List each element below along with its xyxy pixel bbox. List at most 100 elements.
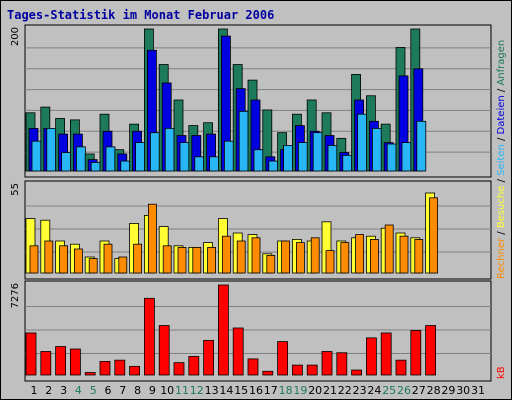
kb-bar [425, 325, 437, 376]
x-tick-label: 23 [353, 384, 367, 397]
kb-bar [25, 332, 37, 376]
kb-bar [70, 348, 81, 376]
kb-bar [351, 369, 363, 376]
x-tick-label: 19 [293, 384, 307, 397]
kb-bar [114, 359, 126, 376]
kb-bar [306, 364, 318, 376]
seiten-bar [90, 162, 101, 172]
seiten-bar [223, 140, 234, 172]
x-tick-label: 22 [338, 384, 352, 397]
panel-top-ymax-label: 200 [10, 27, 21, 46]
x-tick-label: 13 [205, 384, 219, 397]
x-tick-label: 12 [190, 384, 204, 397]
seiten-bar [194, 156, 205, 172]
kb-bar [380, 332, 392, 376]
kb-bar [129, 365, 141, 376]
rechner-bar [340, 242, 350, 274]
rechner-bar [207, 246, 217, 274]
x-tick-label: 20 [308, 384, 322, 397]
x-tick-label: 18 [279, 384, 293, 397]
seiten-bar [357, 113, 368, 172]
x-tick-label: 7 [119, 384, 126, 397]
rechner-bar [74, 248, 83, 274]
x-tick-label: 16 [249, 384, 263, 397]
x-tick-label: 29 [441, 384, 455, 397]
rechner-bar [399, 235, 409, 274]
rechner-bar [192, 246, 202, 274]
seiten-bar [401, 142, 412, 172]
x-tick-label: 24 [367, 384, 381, 397]
kb-bar [217, 284, 229, 376]
rechner-bar [29, 245, 39, 274]
rechner-bar [355, 234, 365, 274]
seiten-bar [105, 146, 116, 172]
kb-bar [232, 327, 244, 376]
seiten-bar [253, 149, 264, 172]
rechner-bar [221, 235, 231, 274]
kb-bar [143, 297, 155, 376]
panel-bottom-ymax-label: 7276 [10, 283, 21, 308]
rechner-bar [133, 243, 143, 274]
rechner-bar [295, 242, 305, 274]
rechner-bar [44, 240, 54, 274]
rechner-bar [384, 224, 394, 274]
kb-bar [84, 372, 96, 376]
rechner-bar [147, 203, 157, 274]
rechner-bar [281, 240, 291, 274]
rechner-bar [325, 250, 335, 274]
rechner-bar [266, 254, 276, 274]
x-tick-label: 2 [45, 384, 52, 397]
kb-bar [247, 358, 259, 376]
x-tick-label: 11 [175, 384, 189, 397]
x-tick-label: 26 [397, 384, 411, 397]
seiten-bar [342, 154, 353, 172]
seiten-bar [31, 140, 42, 172]
kb-bar [173, 362, 185, 376]
kb-bar [40, 351, 52, 376]
rechner-bar [118, 256, 128, 274]
seiten-bar [149, 132, 160, 172]
rechner-bar [414, 238, 424, 274]
seiten-bar [312, 132, 323, 172]
x-tick-label: 3 [60, 384, 67, 397]
legend-top-middle: Rechner / Besuche / Seiten / Dateien / A… [496, 40, 507, 279]
x-tick-label: 6 [105, 384, 112, 397]
rechner-bar [251, 237, 261, 274]
kb-bar [188, 356, 200, 376]
seiten-bar [179, 142, 190, 172]
x-tick-label: 4 [75, 384, 82, 397]
kb-bar [262, 370, 274, 376]
rechner-bar [369, 238, 379, 274]
x-tick-label: 10 [160, 384, 174, 397]
seiten-bar [46, 128, 57, 172]
kb-bar [410, 330, 422, 376]
x-tick-label: 5 [90, 384, 97, 397]
seiten-bar [371, 128, 382, 172]
seiten-bar [209, 156, 220, 172]
kb-bar [158, 325, 170, 376]
kb-bar [291, 364, 303, 376]
kb-bar [336, 352, 348, 376]
seiten-bar [268, 160, 279, 172]
rechner-bar [177, 246, 187, 274]
kb-bar [203, 339, 215, 376]
rechner-bar [59, 245, 68, 274]
seiten-bar [61, 152, 71, 172]
seiten-bar [416, 120, 427, 172]
seiten-bar [283, 145, 294, 172]
panel-middle-ymax-label: 55 [10, 183, 21, 196]
rechner-bar [88, 258, 98, 274]
x-tick-label: 21 [323, 384, 337, 397]
rechner-bar [103, 243, 113, 274]
x-tick-label: 9 [149, 384, 156, 397]
x-tick-label: 15 [234, 384, 248, 397]
rechner-bar [236, 240, 246, 274]
x-tick-label: 27 [412, 384, 426, 397]
kb-bar [277, 341, 289, 376]
kb-bar [99, 360, 111, 376]
x-tick-label: 30 [456, 384, 470, 397]
legend-bottom: kB [496, 366, 507, 379]
kb-bar [55, 346, 66, 376]
